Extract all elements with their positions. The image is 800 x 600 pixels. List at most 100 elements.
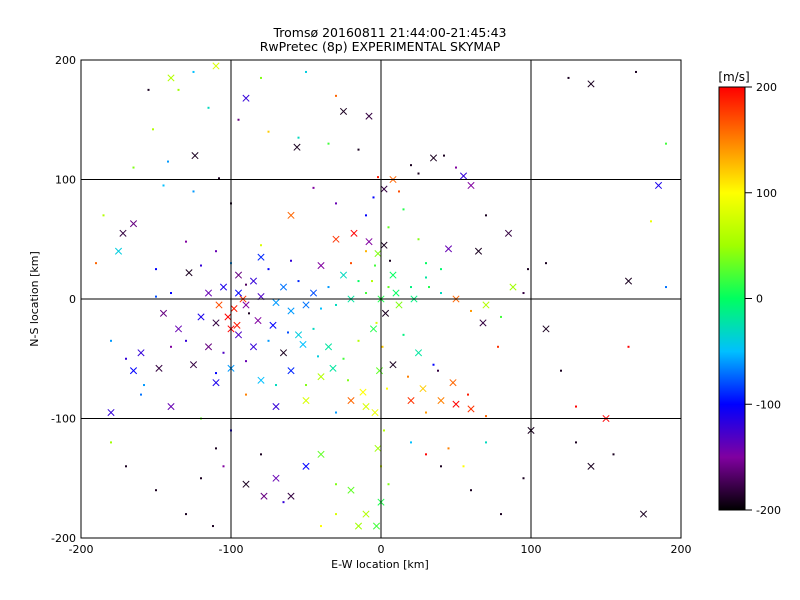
data-point (102, 214, 105, 217)
data-point (191, 152, 199, 160)
data-point (197, 313, 205, 321)
data-point (335, 411, 337, 414)
data-point (371, 408, 379, 417)
data-point (260, 76, 262, 79)
data-point (375, 321, 378, 324)
data-point (639, 510, 648, 518)
data-point (389, 271, 397, 279)
data-point (224, 313, 232, 321)
data-point (192, 190, 195, 193)
colorbar-tick-label: 200 (756, 81, 777, 94)
data-point (380, 185, 388, 193)
data-point (185, 240, 187, 243)
data-point (377, 176, 379, 179)
y-tick-label: 200 (55, 54, 76, 67)
y-tick-label: 100 (55, 174, 76, 187)
data-point (212, 62, 220, 70)
data-point (212, 525, 214, 528)
data-point (212, 379, 220, 387)
data-point (482, 301, 490, 309)
colorbar-tick-label: 100 (756, 187, 777, 200)
colorbar (718, 86, 746, 511)
data-point (204, 289, 213, 297)
data-point (375, 367, 384, 375)
data-point (387, 483, 390, 486)
data-point (320, 525, 322, 528)
data-point (410, 441, 412, 444)
data-point (242, 301, 250, 309)
data-point (354, 522, 363, 530)
data-point (447, 447, 450, 450)
data-point (402, 333, 405, 336)
data-point (305, 384, 307, 387)
data-point (474, 247, 483, 255)
data-point (260, 492, 268, 500)
data-point (419, 385, 427, 393)
data-point (152, 128, 154, 131)
data-point (272, 299, 280, 307)
data-point (425, 262, 427, 265)
data-point (297, 280, 300, 283)
data-point (155, 268, 157, 271)
data-point (267, 130, 270, 133)
data-point (443, 154, 445, 157)
data-point (374, 264, 376, 267)
data-point (350, 262, 352, 265)
data-point (234, 289, 243, 297)
data-point (485, 415, 487, 418)
data-point (357, 280, 360, 283)
data-point (290, 259, 292, 262)
data-point (125, 465, 127, 468)
data-point (449, 379, 457, 387)
y-tick-label: -200 (51, 532, 76, 545)
data-point (279, 283, 288, 291)
data-point (125, 357, 127, 360)
data-point (359, 388, 367, 396)
data-point (167, 160, 169, 163)
data-point (398, 190, 400, 193)
data-point (275, 384, 277, 387)
data-point (395, 301, 403, 309)
data-point (455, 166, 457, 169)
data-point (245, 283, 247, 286)
data-point (410, 286, 412, 289)
data-point (189, 361, 198, 369)
colorbar-label: [m/s] (718, 70, 749, 84)
data-point (335, 303, 337, 306)
data-point (317, 450, 325, 458)
data-point (504, 229, 513, 237)
data-point (249, 343, 258, 351)
data-point (444, 245, 453, 253)
data-point (485, 441, 487, 444)
data-point (627, 345, 630, 348)
data-point (371, 280, 373, 283)
data-point (587, 462, 595, 470)
data-point (459, 172, 468, 180)
data-point (215, 250, 217, 253)
data-point (287, 367, 295, 375)
y-axis-ticks: -200 -100 0 100 200 (51, 54, 681, 545)
data-point (372, 196, 375, 199)
data-point (269, 321, 277, 329)
data-point (612, 453, 615, 456)
data-point (234, 271, 243, 279)
data-point (587, 80, 595, 88)
data-point (254, 316, 262, 325)
data-point (500, 315, 502, 318)
data-point (462, 465, 465, 468)
data-point (302, 301, 310, 309)
data-point (440, 465, 442, 468)
data-point (177, 88, 180, 91)
data-point (392, 289, 400, 297)
data-point (386, 387, 388, 390)
data-point (155, 364, 163, 372)
data-point (267, 339, 270, 342)
x-tick-label: 100 (521, 543, 542, 556)
data-point (381, 345, 384, 348)
data-point (204, 343, 213, 351)
data-point (215, 447, 217, 450)
colorbar-tick-label: -100 (756, 398, 781, 411)
data-point (467, 393, 469, 396)
data-point (425, 453, 427, 456)
